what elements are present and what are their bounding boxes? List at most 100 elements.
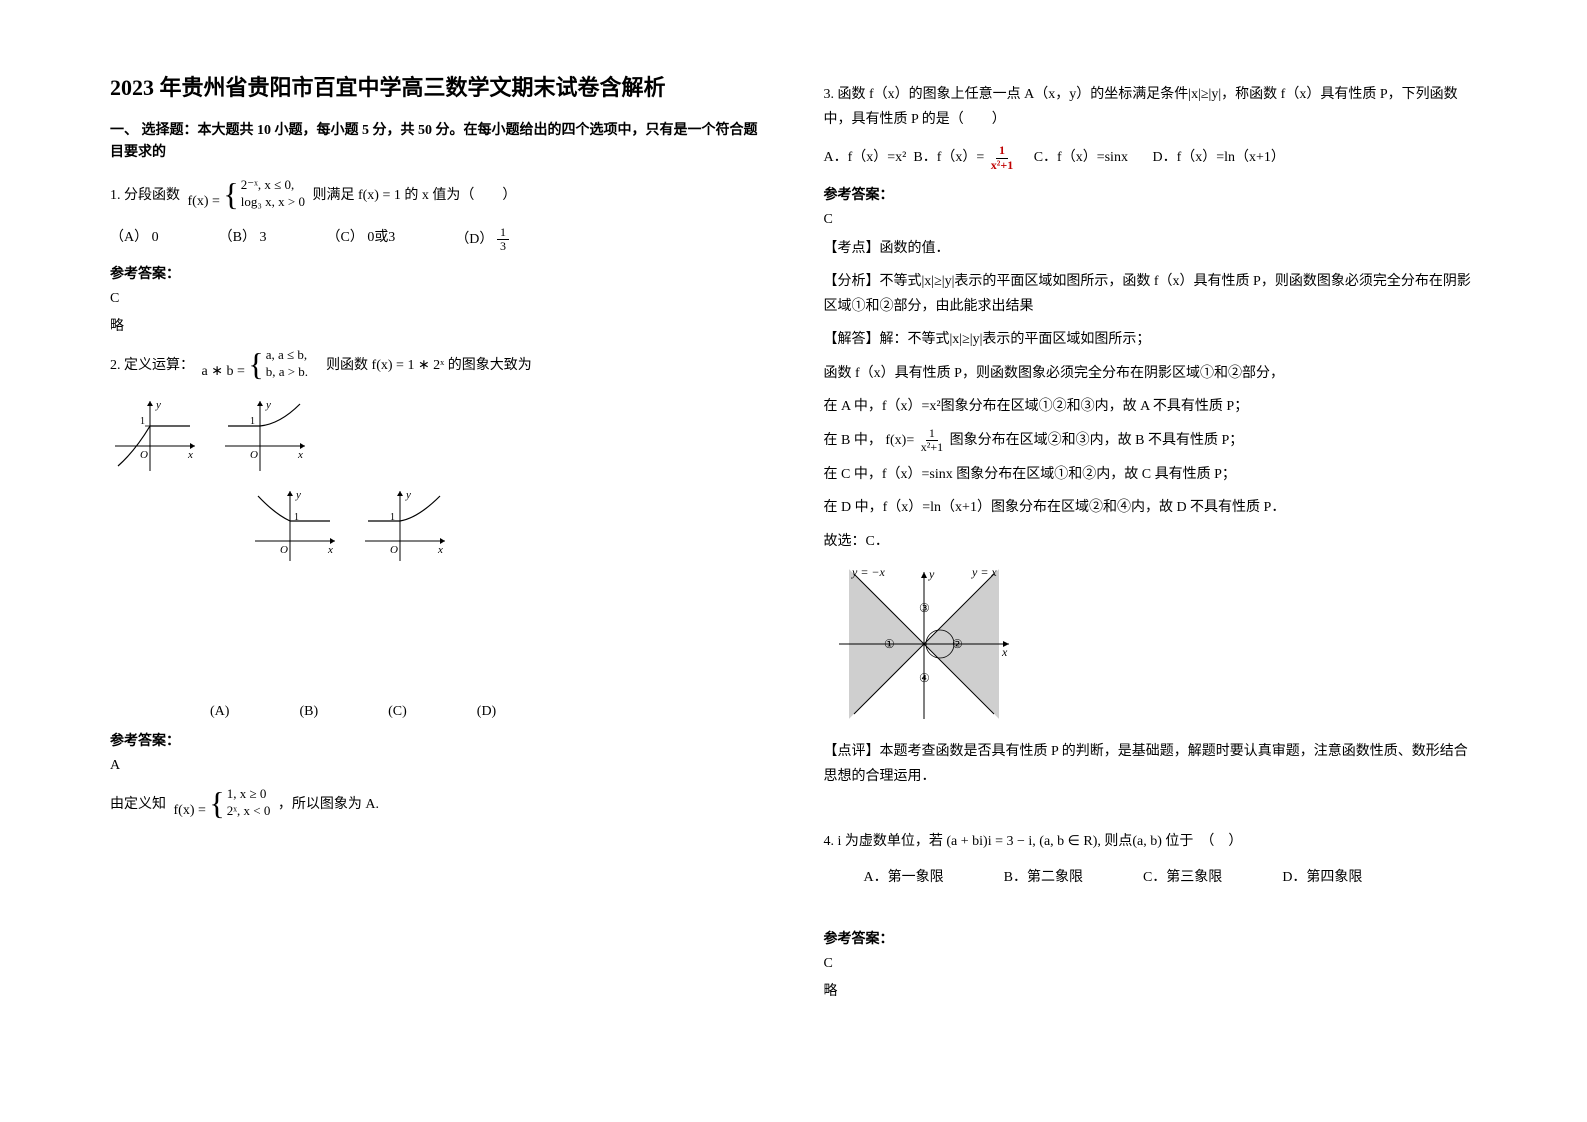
jieda4-suffix: 图象分布在区域②和③内，故 B 不具有性质 P； bbox=[950, 433, 1244, 448]
q2-labelA: (A) bbox=[210, 704, 229, 720]
region-diagram: y = −x y = x y x ① ② ③ ④ bbox=[824, 564, 1478, 729]
q1-optB-val: 3 bbox=[259, 230, 266, 245]
q3-ref: 参考答案： bbox=[824, 184, 1478, 204]
brace-icon: { bbox=[209, 787, 224, 819]
q2-prefix: 2. 定义运算： bbox=[110, 358, 194, 373]
axis-x: x bbox=[437, 544, 443, 556]
q2-graphs: 1 y x O 1 y x O bbox=[110, 396, 764, 476]
axis-y: y bbox=[928, 567, 935, 581]
q4-optA: A．第一象限 bbox=[864, 866, 944, 886]
q1-pw2: log₃ x, x > 0 bbox=[241, 194, 305, 211]
q3-optA: A．f（x）=x² bbox=[824, 150, 907, 165]
jieda3: 在 A 中，f（x）=x²图象分布在区域①②和③内，故 A 不具有性质 P； bbox=[824, 394, 1478, 419]
graph-A: 1 y x O bbox=[110, 396, 200, 476]
q1-fx: f(x) = bbox=[188, 194, 220, 209]
q3-optB-prefix: B．f（x）= bbox=[913, 150, 984, 165]
label-1: 1 bbox=[294, 512, 299, 523]
problem-3: 3. 函数 f（x）的图象上任意一点 A（x，y）的坐标满足条件|x|≥|y|，… bbox=[824, 82, 1478, 132]
axis-y: y bbox=[265, 399, 271, 411]
q4-optC: C．第三象限 bbox=[1143, 866, 1222, 886]
q2-labelD: (D) bbox=[477, 704, 496, 720]
q4-answer: C bbox=[824, 956, 1478, 972]
q2-def-suffix: ，所以图象为 A. bbox=[278, 797, 379, 812]
axis-x: x bbox=[297, 449, 303, 461]
page-title: 2023 年贵州省贵阳市百宜中学高三数学文期末试卷含解析 bbox=[110, 70, 764, 102]
q1-ref: 参考答案： bbox=[110, 263, 764, 283]
q1-optA-label: （A） bbox=[110, 230, 148, 245]
axis-y: y bbox=[405, 489, 411, 501]
q4-ref: 参考答案： bbox=[824, 928, 1478, 948]
q3-optC: C．f（x）=sinx bbox=[1034, 150, 1128, 165]
jieda-label: 【解答】 bbox=[824, 332, 880, 347]
jieda4-frac: 1 x²+1 bbox=[918, 427, 946, 454]
kaodian-label: 【考点】 bbox=[824, 241, 880, 256]
q2-answer: A bbox=[110, 758, 764, 774]
label-1: 1 bbox=[140, 416, 145, 427]
q1-prefix: 1. 分段函数 bbox=[110, 188, 180, 203]
q1-pw1: 2⁻ˣ, x ≤ 0, bbox=[241, 177, 305, 194]
region-4: ④ bbox=[919, 671, 930, 685]
graph-D: 1 y x O bbox=[360, 486, 450, 566]
q2-option-labels: (A) (B) (C) (D) bbox=[210, 704, 764, 720]
q1-optC-label: （C） bbox=[326, 230, 363, 245]
axis-y: y bbox=[155, 399, 161, 411]
frac-den: 3 bbox=[497, 240, 509, 253]
q4-brief: 略 bbox=[824, 980, 1478, 1000]
q1-optD-frac: 1 3 bbox=[497, 226, 509, 253]
origin: O bbox=[280, 544, 288, 556]
q1-optD-label: （D） bbox=[455, 232, 493, 247]
q2-mid: 则函数 f(x) = 1 ∗ 2ˣ 的图象大致为 bbox=[326, 358, 532, 373]
fenxi: 不等式|x|≥|y|表示的平面区域如图所示，函数 f（x）具有性质 P，则函数图… bbox=[824, 274, 1471, 314]
jieda5: 在 C 中，f（x）=sinx 图象分布在区域①和②内，故 C 具有性质 P； bbox=[824, 462, 1478, 487]
dianping: 本题考查函数是否具有性质 P 的判断，是基础题，解题时要认真审题，注意函数性质、… bbox=[824, 744, 1468, 784]
frac-den: x²+1 bbox=[988, 159, 1016, 172]
jieda1: 解：不等式|x|≥|y|表示的平面区域如图所示； bbox=[880, 332, 1151, 347]
axis-y: y bbox=[295, 489, 301, 501]
frac-num: 1 bbox=[497, 226, 509, 240]
jieda7: 故选：C． bbox=[824, 529, 1478, 554]
q2-def: 由定义知 f(x) = { 1, x ≥ 0 2ˣ, x < 0 ，所以图象为 … bbox=[110, 786, 764, 823]
axis-x: x bbox=[187, 449, 193, 461]
frac-num: 1 bbox=[926, 427, 938, 441]
problem-4: 4. i 为虚数单位，若 (a + bi)i = 3 − i, (a, b ∈ … bbox=[824, 829, 1478, 854]
origin: O bbox=[390, 544, 398, 556]
q2-labelC: (C) bbox=[388, 704, 407, 720]
q2-pw2: b, a > b. bbox=[266, 364, 308, 381]
graph-C: 1 y x O bbox=[250, 486, 340, 566]
q3-optD: D．f（x）=ln（x+1） bbox=[1152, 150, 1284, 165]
q2-fx: f(x) = bbox=[174, 803, 206, 818]
frac-num: 1 bbox=[996, 144, 1008, 158]
q1-optC-val: 0或3 bbox=[367, 230, 395, 245]
dianping-label: 【点评】 bbox=[824, 744, 880, 759]
axis-x: x bbox=[1001, 645, 1008, 659]
label-1: 1 bbox=[390, 512, 395, 523]
q3-optB-frac: 1 x²+1 bbox=[988, 144, 1016, 171]
q1-optB-label: （B） bbox=[219, 230, 256, 245]
brace-icon: { bbox=[223, 178, 238, 210]
q4-options: A．第一象限 B．第二象限 C．第三象限 D．第四象限 bbox=[864, 866, 1478, 886]
jieda4-fx: f(x)= bbox=[885, 433, 914, 448]
q2-def-prefix: 由定义知 bbox=[110, 797, 166, 812]
axis-x: x bbox=[327, 544, 333, 556]
label-y-negx: y = −x bbox=[851, 565, 886, 579]
jieda2: 函数 f（x）具有性质 P，则函数图象必须完全分布在阴影区域①和②部分， bbox=[824, 361, 1478, 386]
kaodian: 函数的值． bbox=[880, 241, 950, 256]
q2-pw1: a, a ≤ b, bbox=[266, 347, 308, 364]
label-y-x: y = x bbox=[971, 565, 997, 579]
q3-options: A．f（x）=x² B．f（x）= 1 x²+1 C．f（x）=sinx D．f… bbox=[824, 144, 1478, 171]
q2-graphs-row2: 1 y x O 1 y x O bbox=[250, 486, 764, 566]
q4-optB: B．第二象限 bbox=[1004, 866, 1083, 886]
frac-den: x²+1 bbox=[918, 441, 946, 454]
q1-optA-val: 0 bbox=[152, 230, 159, 245]
problem-1: 1. 分段函数 f(x) = { 2⁻ˣ, x ≤ 0, log₃ x, x >… bbox=[110, 177, 764, 214]
section-1-heading: 一、 选择题：本大题共 10 小题，每小题 5 分，共 50 分。在每小题给出的… bbox=[110, 120, 764, 165]
q2-ref: 参考答案： bbox=[110, 730, 764, 750]
fenxi-label: 【分析】 bbox=[824, 274, 880, 289]
q2-labelB: (B) bbox=[299, 704, 318, 720]
region-3: ③ bbox=[919, 601, 930, 615]
origin: O bbox=[140, 449, 148, 461]
q4-optD: D．第四象限 bbox=[1282, 866, 1362, 886]
q2-ab: a ∗ b = bbox=[202, 364, 245, 379]
q3-answer: C bbox=[824, 212, 1478, 228]
graph-B: 1 y x O bbox=[220, 396, 310, 476]
